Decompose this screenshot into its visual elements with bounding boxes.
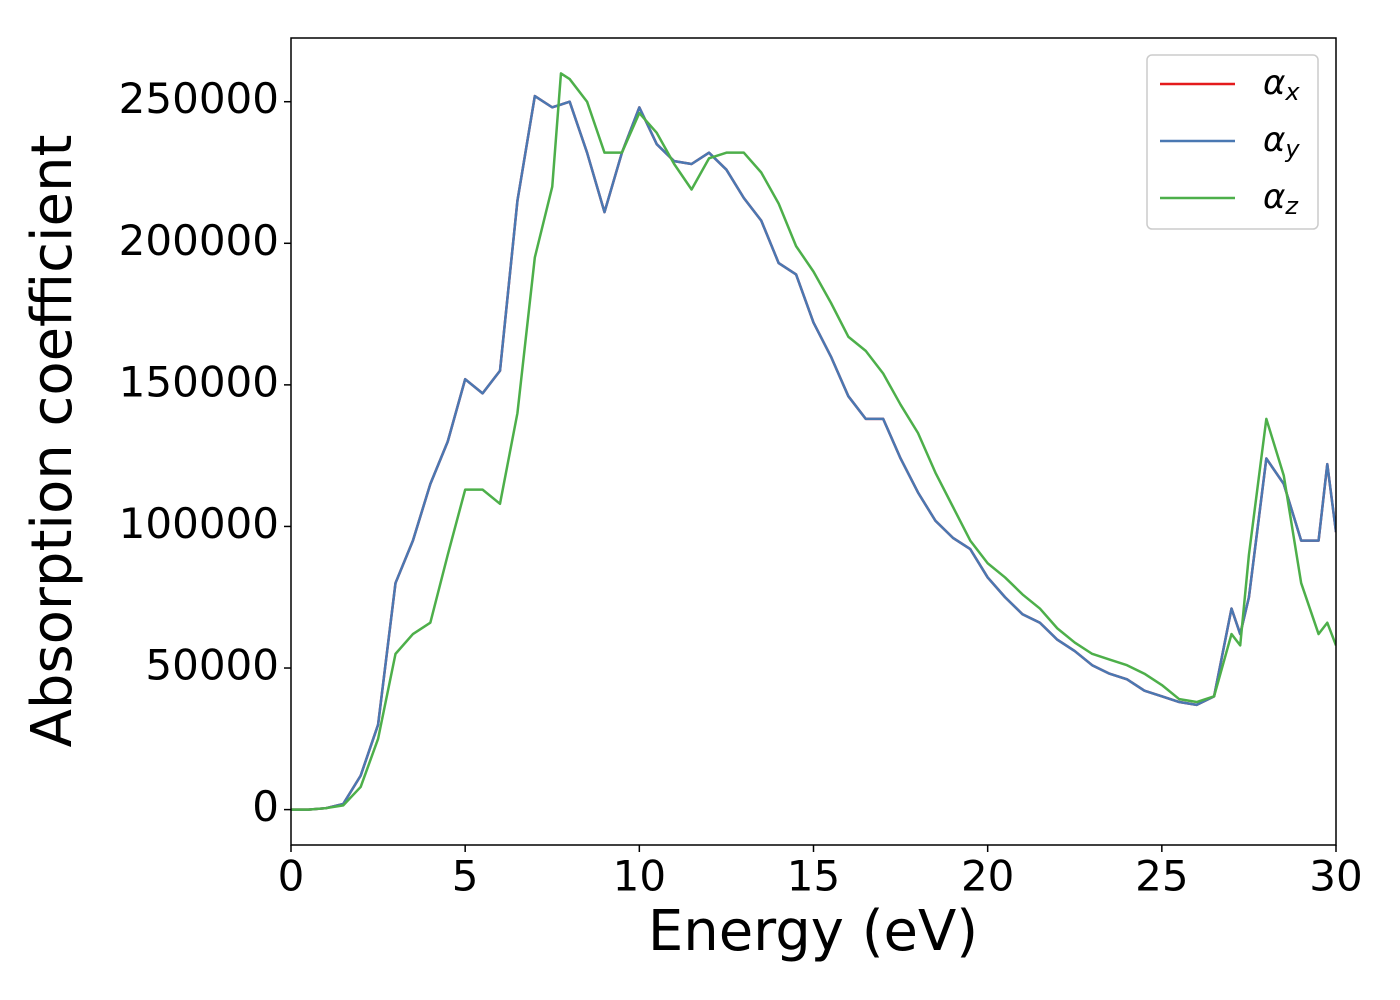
y-tick-label: 100000 [119, 499, 279, 548]
x-tick-label: 5 [452, 852, 479, 901]
plot-frame [290, 37, 1337, 846]
series-line [291, 94, 1336, 811]
x-tick-label: 20 [961, 852, 1014, 901]
y-axis-label: Absorption coefficient [20, 135, 85, 748]
y-tick-label: 250000 [119, 74, 279, 123]
y-tick-label: 50000 [145, 641, 279, 690]
y-tick-label: 0 [252, 782, 279, 831]
legend-label: αx [1263, 63, 1300, 107]
series-line [291, 72, 1336, 811]
x-tick-label: 30 [1309, 852, 1362, 901]
x-tick-label: 15 [787, 852, 840, 901]
x-tick-label: 0 [278, 852, 305, 901]
x-tick-label: 10 [613, 852, 666, 901]
y-tick-label: 200000 [119, 216, 279, 265]
legend-label: αy [1263, 120, 1300, 164]
y-tick-label: 150000 [119, 357, 279, 406]
legend-label: αz [1263, 177, 1299, 221]
x-axis-label: Energy (eV) [648, 899, 978, 964]
x-tick-label: 25 [1135, 852, 1188, 901]
